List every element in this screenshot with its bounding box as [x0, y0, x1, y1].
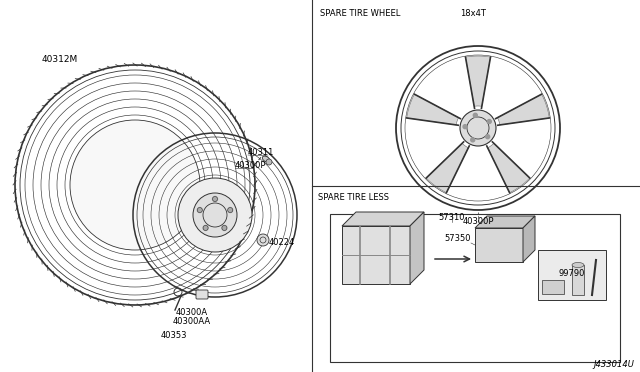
Text: 57310: 57310 — [439, 213, 465, 222]
FancyBboxPatch shape — [196, 290, 208, 299]
Circle shape — [197, 208, 202, 212]
Circle shape — [178, 178, 252, 252]
Text: 40353: 40353 — [161, 331, 188, 340]
Circle shape — [460, 110, 496, 146]
Circle shape — [212, 196, 218, 202]
Bar — [572, 265, 584, 295]
Text: 40312M: 40312M — [42, 55, 78, 64]
Polygon shape — [410, 212, 424, 284]
Polygon shape — [488, 143, 530, 193]
Bar — [542, 280, 564, 294]
Text: SPARE TIRE WHEEL: SPARE TIRE WHEEL — [320, 9, 401, 18]
Polygon shape — [465, 56, 490, 106]
Text: 40224: 40224 — [269, 238, 295, 247]
Text: 99790: 99790 — [559, 269, 585, 278]
Bar — [475, 228, 523, 262]
Polygon shape — [406, 94, 459, 125]
Circle shape — [486, 135, 490, 139]
Circle shape — [463, 125, 467, 129]
Bar — [330, 214, 620, 362]
Ellipse shape — [262, 156, 269, 162]
Text: 40300A: 40300A — [176, 308, 208, 317]
Bar — [342, 226, 410, 284]
Circle shape — [487, 119, 492, 124]
Text: J433014U: J433014U — [593, 360, 634, 369]
Text: 57350: 57350 — [445, 234, 471, 243]
Text: SPARE TIRE LESS: SPARE TIRE LESS — [318, 193, 389, 202]
Bar — [538, 250, 606, 300]
Ellipse shape — [572, 263, 584, 267]
Circle shape — [257, 234, 269, 246]
Polygon shape — [426, 143, 468, 193]
Polygon shape — [342, 212, 424, 226]
Text: 40300P: 40300P — [235, 161, 266, 170]
Circle shape — [203, 225, 208, 230]
Polygon shape — [523, 216, 535, 262]
Text: 40311: 40311 — [248, 148, 275, 157]
Text: 18x4T: 18x4T — [460, 9, 486, 18]
Polygon shape — [497, 94, 549, 125]
Text: 40300P: 40300P — [462, 217, 493, 226]
Circle shape — [470, 138, 475, 142]
Circle shape — [70, 120, 200, 250]
Circle shape — [474, 113, 477, 117]
Text: 40300AA: 40300AA — [173, 317, 211, 326]
Circle shape — [222, 225, 227, 230]
Polygon shape — [475, 216, 535, 228]
Circle shape — [228, 208, 233, 212]
Circle shape — [193, 193, 237, 237]
Circle shape — [266, 159, 272, 165]
